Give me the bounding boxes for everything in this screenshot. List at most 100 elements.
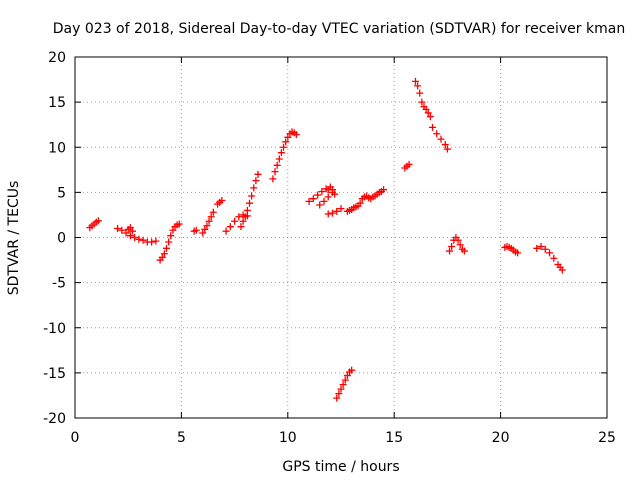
data-point	[305, 197, 313, 205]
data-point	[226, 223, 234, 231]
data-point	[337, 205, 345, 213]
data-point	[239, 217, 247, 225]
series-seg21	[533, 243, 566, 274]
data-point	[250, 184, 258, 192]
data-point	[207, 213, 215, 221]
data-point	[348, 366, 356, 374]
data-point	[546, 249, 554, 257]
data-point	[199, 229, 207, 237]
data-point	[218, 196, 226, 204]
data-point	[252, 177, 260, 185]
data-point	[245, 199, 253, 207]
data-point	[324, 210, 332, 218]
data-point	[314, 191, 322, 199]
series-seg13	[324, 205, 345, 218]
series-seg08	[237, 170, 262, 231]
data-point	[446, 247, 454, 255]
data-point	[237, 223, 245, 231]
x-tick-label: 5	[177, 430, 186, 446]
data-point	[328, 186, 336, 194]
data-point	[533, 244, 541, 252]
data-point	[416, 89, 424, 97]
data-point	[558, 266, 566, 274]
series-seg05	[199, 208, 217, 237]
data-point	[282, 138, 290, 146]
data-point	[126, 224, 134, 232]
data-point	[422, 105, 430, 113]
data-point	[126, 232, 134, 240]
data-point	[448, 243, 456, 251]
data-point	[165, 238, 173, 246]
x-tick-label: 10	[279, 430, 297, 446]
chart-title: Day 023 of 2018, Sidereal Day-to-day VTE…	[53, 21, 625, 37]
data-point	[441, 141, 449, 149]
data-point	[243, 206, 251, 214]
series-seg02	[114, 224, 160, 246]
data-point	[343, 372, 351, 380]
data-point	[309, 195, 317, 203]
data-point	[437, 135, 445, 143]
data-point	[201, 225, 209, 233]
series-seg17	[401, 160, 413, 172]
data-point	[454, 236, 462, 244]
plot-frame	[74, 56, 608, 419]
data-point	[280, 143, 288, 151]
data-point	[269, 175, 277, 183]
series-seg02b	[124, 224, 136, 235]
data-point	[333, 394, 341, 402]
data-point	[292, 131, 300, 139]
series-seg15	[343, 202, 362, 215]
data-point	[337, 385, 345, 393]
data-point	[135, 235, 143, 243]
data-point	[460, 247, 468, 255]
data-point	[205, 217, 213, 225]
data-point	[235, 213, 243, 221]
data-point	[541, 245, 549, 253]
data-point	[411, 77, 419, 85]
y-axis-label: SDTVAR / TECUs	[6, 181, 22, 296]
y-tick-labels: -20 -15 -10 -5 0 5 10 15 20	[43, 50, 66, 427]
data-point	[152, 237, 160, 245]
series-seg03	[156, 220, 183, 264]
data-point	[94, 217, 102, 225]
x-axis-label: GPS time / hours	[282, 459, 399, 475]
data-point	[333, 207, 341, 215]
series-seg10	[305, 185, 330, 205]
data-point	[456, 241, 464, 249]
data-point	[203, 222, 211, 230]
series-seg18	[411, 77, 451, 153]
data-point	[424, 109, 432, 117]
series-seg19	[446, 234, 468, 255]
y-tick-label: -5	[52, 276, 66, 292]
data-point	[356, 199, 364, 207]
series-seg01	[86, 217, 102, 232]
data-point	[380, 186, 388, 194]
series-seg04	[190, 226, 200, 235]
data-points	[86, 77, 566, 402]
data-point	[175, 220, 183, 228]
data-point	[169, 226, 177, 234]
data-point	[339, 381, 347, 389]
y-tick-label: -15	[43, 366, 66, 382]
data-point	[209, 208, 217, 216]
series-seg16	[356, 186, 388, 207]
data-point	[318, 187, 326, 195]
data-point	[231, 217, 239, 225]
series-seg06	[214, 196, 226, 208]
y-tick-label: 20	[48, 50, 66, 66]
data-point	[128, 227, 136, 235]
data-point	[405, 160, 413, 168]
y-tick-label: 5	[57, 185, 66, 201]
data-point	[443, 145, 451, 153]
data-point	[160, 250, 168, 258]
data-point	[254, 170, 262, 178]
x-tick-label: 20	[492, 430, 510, 446]
data-point	[418, 98, 426, 106]
data-point	[316, 201, 324, 209]
data-point	[114, 224, 122, 232]
x-tick-labels: 0 5 10 15 20 25	[71, 430, 616, 446]
x-tick-label: 15	[385, 430, 403, 446]
y-tick-label: -20	[43, 411, 66, 427]
x-tick-label: 0	[71, 430, 80, 446]
